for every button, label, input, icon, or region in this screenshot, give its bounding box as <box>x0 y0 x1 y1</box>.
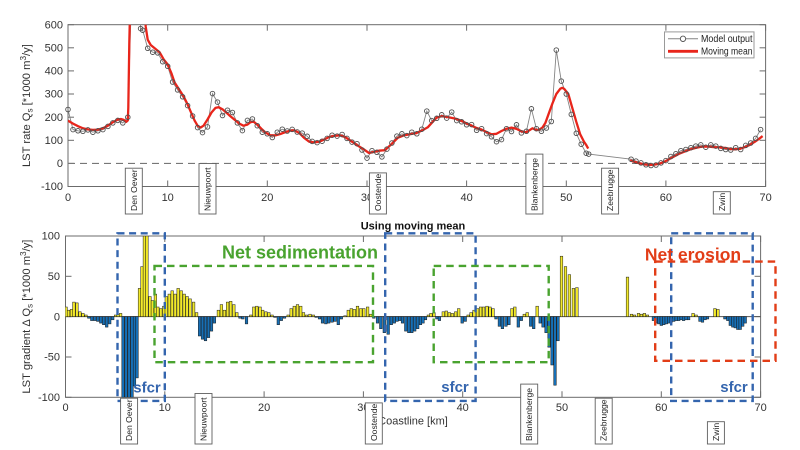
svg-text:100: 100 <box>42 231 60 243</box>
svg-text:0: 0 <box>62 402 68 414</box>
svg-text:70: 70 <box>759 192 771 204</box>
svg-text:Coastline [km]: Coastline [km] <box>378 416 448 428</box>
svg-text:10: 10 <box>162 192 174 204</box>
svg-text:Blankenberge: Blankenberge <box>529 158 539 211</box>
svg-text:sfcr: sfcr <box>441 379 469 396</box>
svg-text:0: 0 <box>54 311 60 323</box>
svg-text:Using moving mean: Using moving mean <box>361 221 466 233</box>
svg-text:50: 50 <box>48 271 60 283</box>
svg-text:Blankenberge: Blankenberge <box>524 388 534 441</box>
svg-text:0: 0 <box>57 158 63 170</box>
svg-text:40: 40 <box>460 192 472 204</box>
svg-text:Zeebrugge: Zeebrugge <box>605 169 615 211</box>
svg-text:600: 600 <box>45 19 63 31</box>
svg-text:sfcr: sfcr <box>720 379 748 396</box>
svg-text:20: 20 <box>258 402 270 414</box>
svg-text:Model output: Model output <box>701 34 753 45</box>
svg-text:LST rate Qs [*1000 m3/y]: LST rate Qs [*1000 m3/y] <box>19 44 35 167</box>
svg-text:LST gradient Δ Qs [*1000 m3/y]: LST gradient Δ Qs [*1000 m3/y] <box>19 240 35 394</box>
svg-text:40: 40 <box>457 402 469 414</box>
svg-text:70: 70 <box>754 402 766 414</box>
svg-text:50: 50 <box>556 402 568 414</box>
svg-text:60: 60 <box>660 192 672 204</box>
svg-text:Oostende: Oostende <box>369 404 379 441</box>
svg-text:Net erosion: Net erosion <box>645 245 741 265</box>
svg-text:400: 400 <box>45 66 63 78</box>
svg-text:sfcr: sfcr <box>133 380 161 397</box>
svg-text:200: 200 <box>45 112 63 124</box>
svg-text:50: 50 <box>560 192 572 204</box>
svg-text:300: 300 <box>45 89 63 101</box>
svg-text:Zwin: Zwin <box>711 423 721 441</box>
svg-text:-50: -50 <box>44 352 60 364</box>
svg-text:Den Oever: Den Oever <box>129 169 139 211</box>
svg-text:Nieuwpoort: Nieuwpoort <box>199 397 209 441</box>
svg-text:-100: -100 <box>41 181 63 193</box>
svg-text:-100: -100 <box>38 392 60 404</box>
svg-text:10: 10 <box>159 402 171 414</box>
svg-text:Zeebrugge: Zeebrugge <box>599 399 609 441</box>
svg-text:Moving mean: Moving mean <box>701 47 753 58</box>
svg-text:Nieuwpoort: Nieuwpoort <box>203 167 213 211</box>
svg-text:Zwin: Zwin <box>717 193 727 211</box>
svg-text:20: 20 <box>261 192 273 204</box>
svg-text:Net sedimentation: Net sedimentation <box>222 243 378 263</box>
svg-text:Den Oever: Den Oever <box>124 399 134 441</box>
svg-text:60: 60 <box>655 402 667 414</box>
svg-text:0: 0 <box>65 192 71 204</box>
svg-text:Oostende: Oostende <box>373 174 383 211</box>
svg-text:500: 500 <box>45 43 63 55</box>
svg-text:100: 100 <box>45 135 63 147</box>
